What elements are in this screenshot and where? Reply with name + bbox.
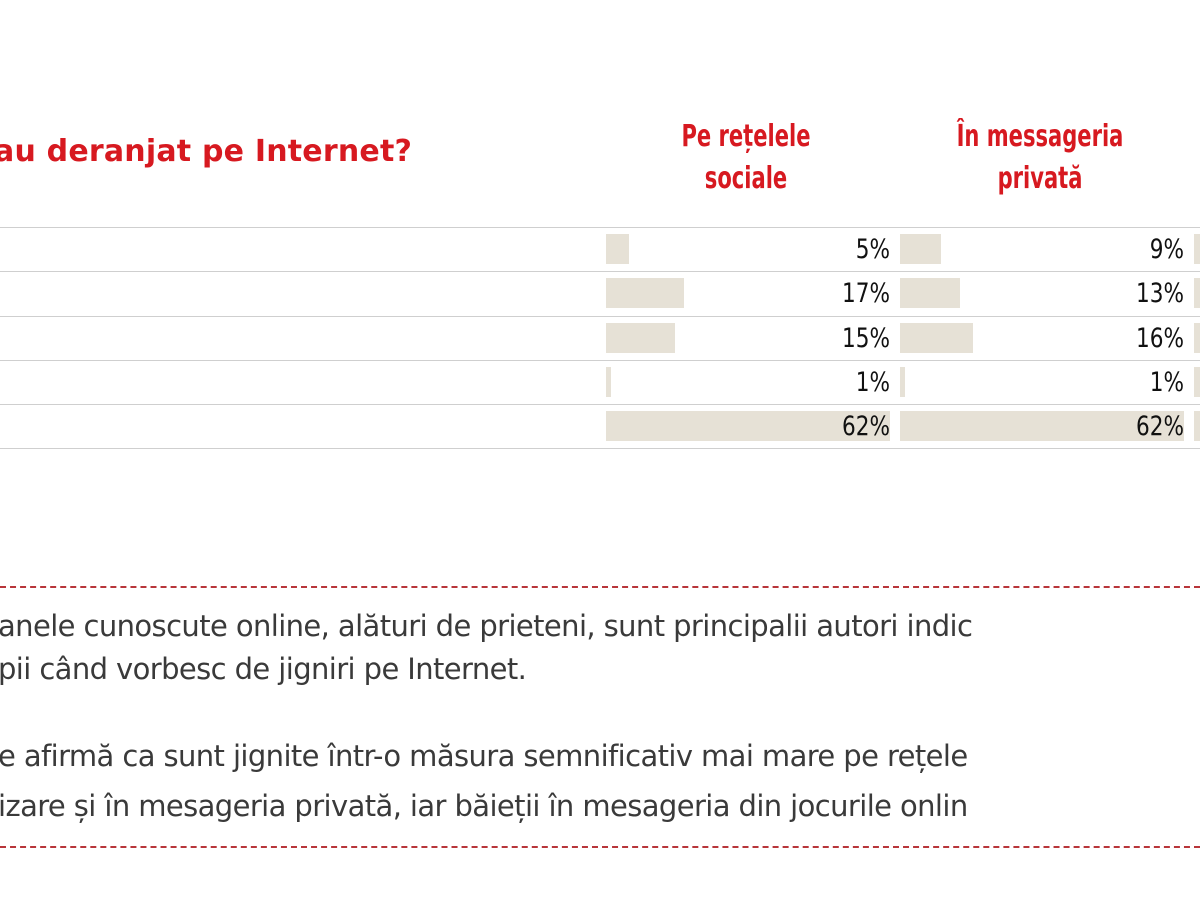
dashed-divider-bottom (0, 846, 1200, 848)
dashed-divider-top (0, 586, 1200, 588)
bar-cropped (1194, 367, 1200, 397)
column-header-private: În messageria privată (931, 116, 1149, 200)
column-header-line: privată (997, 161, 1083, 196)
bar-cropped (1194, 278, 1200, 308)
row-divider (0, 227, 1200, 228)
bar (606, 278, 684, 308)
column-header-line: În messageria (956, 119, 1124, 154)
data-label: 5% (855, 234, 890, 265)
data-label: 17% (841, 278, 890, 309)
data-label: 62% (1135, 411, 1184, 442)
data-label: 1% (1149, 367, 1184, 398)
bar (606, 367, 611, 397)
bar-cropped (1194, 411, 1200, 441)
data-label: 15% (841, 323, 890, 354)
data-label: 1% (855, 367, 890, 398)
row-divider (0, 271, 1200, 272)
bar (606, 411, 890, 441)
bar-cropped (1194, 323, 1200, 353)
bar (900, 411, 1184, 441)
row-divider (0, 360, 1200, 361)
column-header-line: sociale (704, 161, 788, 196)
row-divider (0, 448, 1200, 449)
bar (900, 367, 905, 397)
paragraph-line: izare și în mesageria privată, iar băieț… (0, 789, 968, 823)
column-header-line: Pe rețelele (681, 119, 811, 154)
row-divider (0, 316, 1200, 317)
column-header-social: Pe rețelele sociale (637, 116, 855, 200)
bar (900, 234, 942, 264)
bar-cropped (1194, 234, 1200, 264)
data-label: 13% (1135, 278, 1184, 309)
paragraph-line: pii când vorbesc de jigniri pe Internet. (0, 652, 527, 686)
bar (900, 323, 974, 353)
data-label: 16% (1135, 323, 1184, 354)
bar (606, 234, 629, 264)
paragraph-line: anele cunoscute online, alături de priet… (0, 609, 973, 643)
paragraph-line: e afirmă ca sunt jignite într-o măsura s… (0, 739, 968, 773)
chart-title: au deranjat pe Internet? (0, 134, 413, 169)
data-label: 62% (841, 411, 890, 442)
row-divider (0, 404, 1200, 405)
data-label: 9% (1149, 234, 1184, 265)
bar (900, 278, 960, 308)
bar (606, 323, 675, 353)
